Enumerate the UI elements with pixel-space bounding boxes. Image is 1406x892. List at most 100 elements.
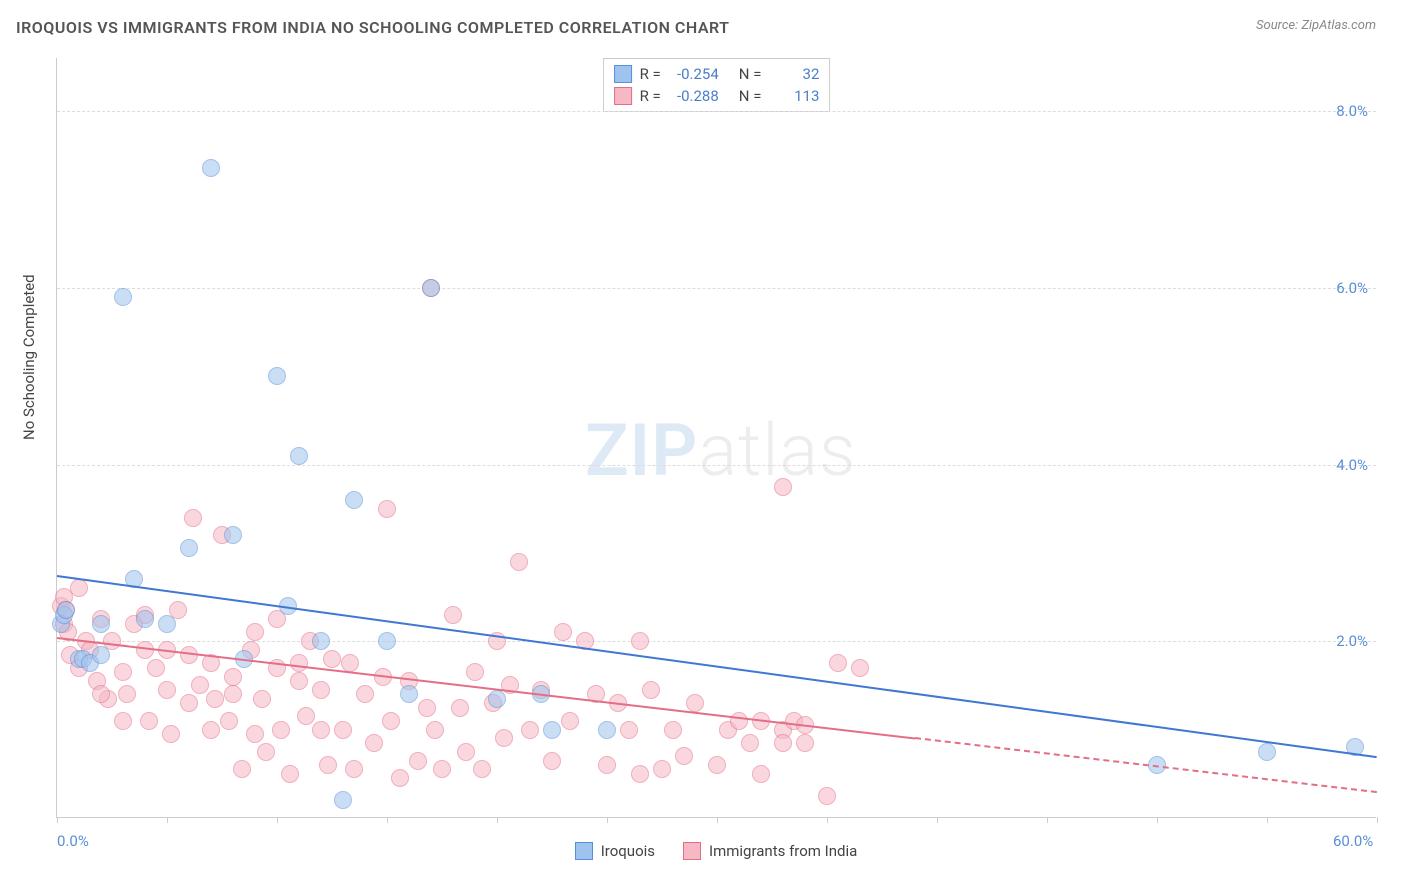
data-point-iroquois [1258, 743, 1276, 761]
data-point-iroquois [598, 721, 616, 739]
data-point-iroquois [345, 491, 363, 509]
data-point-india [140, 712, 158, 730]
data-point-india [114, 712, 132, 730]
data-point-iroquois [114, 288, 132, 306]
data-point-india [796, 734, 814, 752]
gridline [57, 465, 1376, 466]
gridline [57, 111, 1376, 112]
x-tick [387, 817, 388, 823]
x-tick [607, 817, 608, 823]
chart-title: IROQUOIS VS IMMIGRANTS FROM INDIA NO SCH… [16, 18, 730, 37]
y-axis-title: No Schooling Completed [20, 274, 38, 440]
data-point-india [382, 712, 400, 730]
x-tick [717, 817, 718, 823]
source-attribution: Source: ZipAtlas.com [1256, 18, 1376, 33]
data-point-iroquois [224, 526, 242, 544]
data-point-india [70, 579, 88, 597]
data-point-iroquois [543, 721, 561, 739]
data-point-iroquois [202, 159, 220, 177]
data-point-india [297, 707, 315, 725]
data-point-india [224, 685, 242, 703]
data-point-india [664, 721, 682, 739]
x-tick [1267, 817, 1268, 823]
data-point-india [433, 760, 451, 778]
gridline [57, 288, 1376, 289]
legend-label: Iroquois [601, 842, 655, 860]
data-point-india [426, 721, 444, 739]
data-point-iroquois [488, 690, 506, 708]
data-point-india [444, 606, 462, 624]
data-point-iroquois [92, 615, 110, 633]
data-point-india [356, 685, 374, 703]
legend-stat-row: R =-0.254N =32 [614, 63, 820, 85]
legend-label: Immigrants from India [709, 842, 857, 860]
legend-stat-row: R =-0.288N =113 [614, 85, 820, 107]
data-point-india [686, 694, 704, 712]
data-point-india [118, 685, 136, 703]
data-point-india [272, 721, 290, 739]
data-point-india [312, 681, 330, 699]
data-point-india [521, 721, 539, 739]
data-point-india [741, 734, 759, 752]
data-point-india [391, 769, 409, 787]
data-point-india [323, 650, 341, 668]
data-point-india [92, 685, 110, 703]
x-tick [167, 817, 168, 823]
data-point-india [473, 760, 491, 778]
data-point-iroquois [334, 791, 352, 809]
x-tick [497, 817, 498, 823]
data-point-india [334, 721, 352, 739]
x-tick [277, 817, 278, 823]
data-point-india [752, 765, 770, 783]
data-point-india [653, 760, 671, 778]
series-legend: Iroquois Immigrants from India [56, 842, 1376, 860]
x-tick [1377, 817, 1378, 823]
data-point-india [158, 681, 176, 699]
data-point-india [206, 690, 224, 708]
watermark: ZIPatlas [585, 408, 857, 493]
data-point-india [829, 654, 847, 672]
data-point-india [162, 725, 180, 743]
data-point-india [312, 721, 330, 739]
data-point-india [180, 694, 198, 712]
data-point-india [409, 752, 427, 770]
data-point-india [818, 787, 836, 805]
data-point-india [418, 699, 436, 717]
data-point-india [184, 509, 202, 527]
data-point-india [851, 659, 869, 677]
data-point-india [620, 721, 638, 739]
data-point-india [774, 734, 792, 752]
data-point-iroquois [136, 610, 154, 628]
data-point-india [191, 676, 209, 694]
data-point-india [220, 712, 238, 730]
data-point-india [495, 729, 513, 747]
y-tick-label: 6.0% [1336, 279, 1368, 297]
data-point-india [147, 659, 165, 677]
data-point-india [246, 725, 264, 743]
x-tick [1047, 817, 1048, 823]
data-point-india [224, 668, 242, 686]
data-point-india [631, 765, 649, 783]
data-point-india [365, 734, 383, 752]
data-point-iroquois [400, 685, 418, 703]
data-point-iroquois [268, 367, 286, 385]
data-point-india [675, 747, 693, 765]
data-point-india [642, 681, 660, 699]
data-point-iroquois [378, 632, 396, 650]
legend-swatch [614, 65, 632, 83]
data-point-india [543, 752, 561, 770]
correlation-legend: R =-0.254N =32R =-0.288N =113 [603, 58, 831, 112]
data-point-india [319, 756, 337, 774]
data-point-india [774, 478, 792, 496]
y-tick-label: 4.0% [1336, 456, 1368, 474]
data-point-india [510, 553, 528, 571]
data-point-iroquois [57, 601, 75, 619]
x-tick [57, 817, 58, 823]
data-point-india [290, 672, 308, 690]
legend-item: Iroquois [575, 842, 655, 860]
legend-item: Immigrants from India [683, 842, 857, 860]
x-tick [827, 817, 828, 823]
data-point-india [345, 760, 363, 778]
data-point-india [378, 500, 396, 518]
data-point-iroquois [422, 279, 440, 297]
